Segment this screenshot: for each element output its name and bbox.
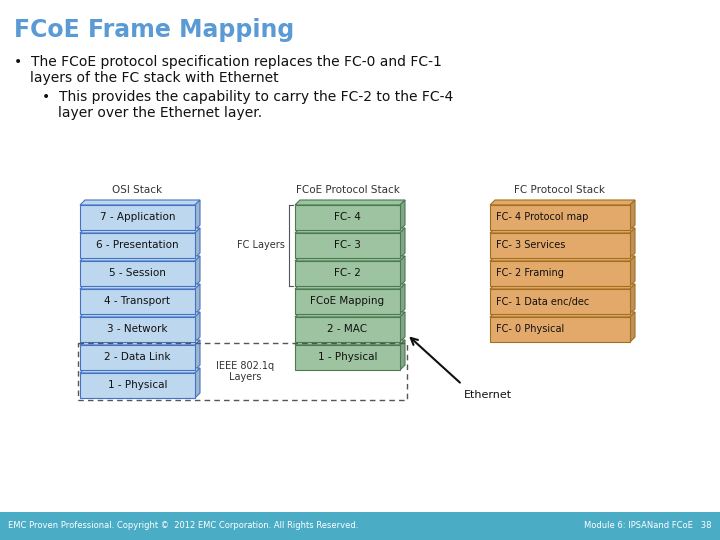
Text: 1 - Physical: 1 - Physical bbox=[108, 381, 167, 390]
Polygon shape bbox=[490, 256, 635, 261]
Text: Module 6: IPSANand FCoE   38: Module 6: IPSANand FCoE 38 bbox=[585, 522, 712, 530]
Polygon shape bbox=[295, 200, 405, 205]
FancyBboxPatch shape bbox=[295, 289, 400, 314]
Text: 6 - Presentation: 6 - Presentation bbox=[96, 240, 179, 251]
Polygon shape bbox=[490, 312, 635, 317]
Text: FC- 4: FC- 4 bbox=[334, 213, 361, 222]
Text: layers of the FC stack with Ethernet: layers of the FC stack with Ethernet bbox=[30, 71, 279, 85]
Text: 1 - Physical: 1 - Physical bbox=[318, 353, 377, 362]
Polygon shape bbox=[400, 228, 405, 258]
FancyBboxPatch shape bbox=[490, 261, 630, 286]
Text: IEEE 802.1q
Layers: IEEE 802.1q Layers bbox=[216, 361, 274, 382]
FancyBboxPatch shape bbox=[80, 233, 195, 258]
Text: FC Protocol Stack: FC Protocol Stack bbox=[515, 185, 606, 195]
Polygon shape bbox=[400, 340, 405, 370]
FancyBboxPatch shape bbox=[490, 317, 630, 342]
Text: FC- 4 Protocol map: FC- 4 Protocol map bbox=[496, 213, 588, 222]
Text: FC- 3 Services: FC- 3 Services bbox=[496, 240, 565, 251]
Polygon shape bbox=[195, 340, 200, 370]
Text: •  The FCoE protocol specification replaces the FC-0 and FC-1: • The FCoE protocol specification replac… bbox=[14, 55, 442, 69]
Polygon shape bbox=[80, 284, 200, 289]
Polygon shape bbox=[80, 368, 200, 373]
Text: 7 - Application: 7 - Application bbox=[100, 213, 175, 222]
FancyBboxPatch shape bbox=[80, 317, 195, 342]
Polygon shape bbox=[295, 228, 405, 233]
Polygon shape bbox=[630, 228, 635, 258]
Polygon shape bbox=[490, 284, 635, 289]
FancyBboxPatch shape bbox=[295, 205, 400, 230]
Text: layer over the Ethernet layer.: layer over the Ethernet layer. bbox=[58, 106, 262, 120]
Text: 4 - Transport: 4 - Transport bbox=[104, 296, 171, 307]
Polygon shape bbox=[400, 284, 405, 314]
FancyBboxPatch shape bbox=[80, 373, 195, 398]
Polygon shape bbox=[80, 200, 200, 205]
Text: 2 - MAC: 2 - MAC bbox=[328, 325, 368, 334]
Text: FCoE Mapping: FCoE Mapping bbox=[310, 296, 384, 307]
Polygon shape bbox=[295, 340, 405, 345]
Text: FCoE Protocol Stack: FCoE Protocol Stack bbox=[296, 185, 400, 195]
FancyBboxPatch shape bbox=[295, 317, 400, 342]
Polygon shape bbox=[490, 228, 635, 233]
Polygon shape bbox=[80, 312, 200, 317]
Polygon shape bbox=[195, 256, 200, 286]
Text: 3 - Network: 3 - Network bbox=[107, 325, 168, 334]
Polygon shape bbox=[490, 200, 635, 205]
Polygon shape bbox=[195, 368, 200, 398]
Text: FC- 3: FC- 3 bbox=[334, 240, 361, 251]
Polygon shape bbox=[630, 200, 635, 230]
Text: 5 - Session: 5 - Session bbox=[109, 268, 166, 279]
Text: FCoE Frame Mapping: FCoE Frame Mapping bbox=[14, 18, 294, 42]
Polygon shape bbox=[195, 312, 200, 342]
Polygon shape bbox=[630, 312, 635, 342]
FancyBboxPatch shape bbox=[490, 289, 630, 314]
Polygon shape bbox=[400, 256, 405, 286]
Text: EMC Proven Professional. Copyright ©  2012 EMC Corporation. All Rights Reserved.: EMC Proven Professional. Copyright © 201… bbox=[8, 522, 359, 530]
Text: •  This provides the capability to carry the FC-2 to the FC-4: • This provides the capability to carry … bbox=[42, 90, 454, 104]
Text: FC- 2 Framing: FC- 2 Framing bbox=[496, 268, 564, 279]
Text: FC Layers: FC Layers bbox=[237, 240, 285, 251]
FancyBboxPatch shape bbox=[80, 205, 195, 230]
FancyBboxPatch shape bbox=[295, 345, 400, 370]
FancyBboxPatch shape bbox=[80, 345, 195, 370]
FancyBboxPatch shape bbox=[80, 289, 195, 314]
Polygon shape bbox=[195, 200, 200, 230]
Polygon shape bbox=[400, 312, 405, 342]
Polygon shape bbox=[295, 256, 405, 261]
FancyBboxPatch shape bbox=[295, 261, 400, 286]
Polygon shape bbox=[80, 256, 200, 261]
FancyBboxPatch shape bbox=[295, 233, 400, 258]
Polygon shape bbox=[195, 284, 200, 314]
FancyBboxPatch shape bbox=[490, 205, 630, 230]
Polygon shape bbox=[80, 340, 200, 345]
Text: FC- 1 Data enc/dec: FC- 1 Data enc/dec bbox=[496, 296, 589, 307]
Polygon shape bbox=[295, 312, 405, 317]
Text: FC- 0 Physical: FC- 0 Physical bbox=[496, 325, 564, 334]
FancyBboxPatch shape bbox=[490, 233, 630, 258]
Text: OSI Stack: OSI Stack bbox=[112, 185, 163, 195]
Text: Ethernet: Ethernet bbox=[464, 389, 512, 400]
FancyBboxPatch shape bbox=[0, 512, 720, 540]
Polygon shape bbox=[400, 200, 405, 230]
Text: FC- 2: FC- 2 bbox=[334, 268, 361, 279]
Polygon shape bbox=[630, 256, 635, 286]
FancyBboxPatch shape bbox=[80, 261, 195, 286]
Polygon shape bbox=[295, 284, 405, 289]
Polygon shape bbox=[80, 228, 200, 233]
Polygon shape bbox=[195, 228, 200, 258]
Text: 2 - Data Link: 2 - Data Link bbox=[104, 353, 171, 362]
Polygon shape bbox=[630, 284, 635, 314]
